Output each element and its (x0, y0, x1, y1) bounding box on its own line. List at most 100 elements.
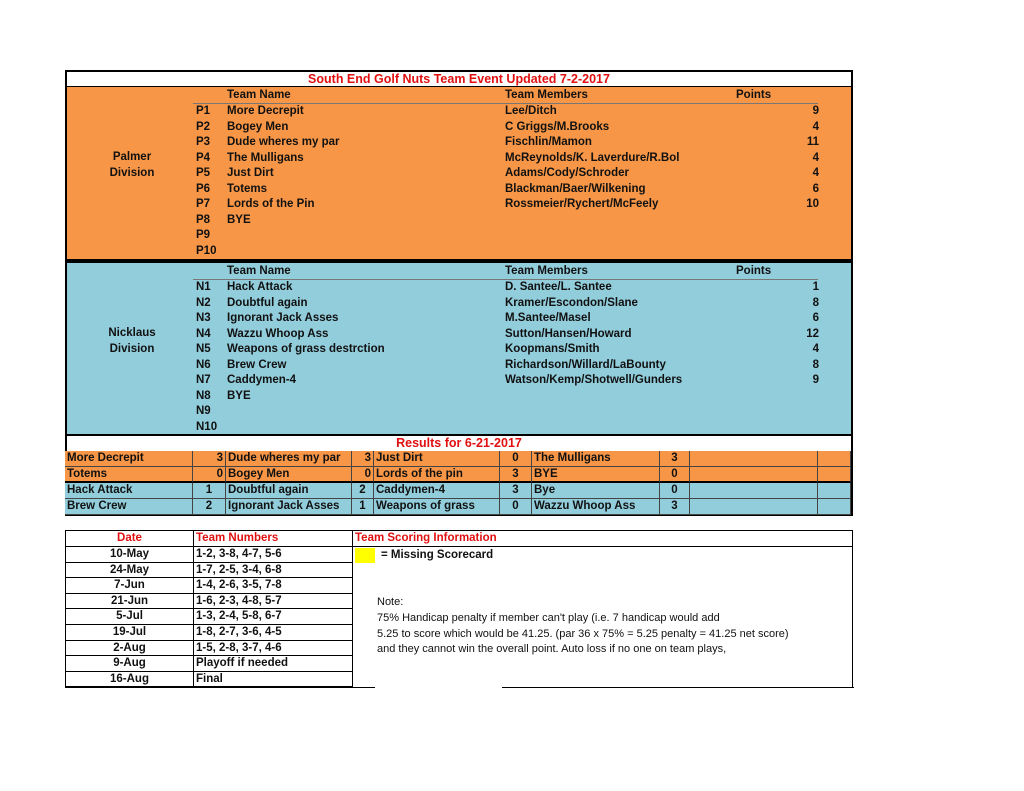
team-points: 6 (812, 182, 819, 195)
result-score: 1 (193, 483, 226, 499)
team-code: N9 (196, 405, 211, 417)
note-line: and they cannot win the overall point. A… (377, 643, 727, 656)
result-team: Lords of the pin (374, 467, 500, 483)
team-name: Caddymen-4 (227, 374, 297, 386)
results-title: Results for 6-21-2017 (65, 434, 853, 452)
team-code: P8 (196, 213, 211, 226)
schedule-date: 9-Aug (66, 656, 194, 672)
team-members: Sutton/Hansen/Howard (505, 327, 632, 340)
team-members: Kramer/Escondon/Slane (505, 296, 638, 309)
scoring-info-header: Team Scoring Information (353, 531, 853, 547)
team-name: The Mulligans (227, 151, 304, 164)
schedule-date: 19-Jul (66, 625, 194, 641)
result-team: BYE (532, 467, 660, 483)
team-members: Blackman/Baer/Wilkening (505, 182, 646, 195)
result-team: Just Dirt (374, 451, 500, 467)
header-underline (193, 279, 818, 280)
result-score: 0 (500, 451, 532, 467)
result-team (690, 467, 818, 483)
result-score: 3 (660, 499, 690, 515)
schedule-date: 2-Aug (66, 640, 194, 657)
schedule-teams: Playoff if needed (194, 656, 353, 672)
team-name: Dude wheres my par (227, 136, 340, 148)
team-members: Richardson/Willard/LaBounty (505, 358, 666, 371)
schedule-teams: 1-3, 2-4, 5-8, 6-7 (194, 609, 353, 625)
division-label: Division (109, 343, 155, 355)
team-points: 10 (806, 198, 819, 210)
result-score: 0 (660, 467, 690, 483)
team-name-header: Team Name (227, 265, 291, 277)
team-code: N5 (196, 343, 211, 355)
team-code: P6 (196, 182, 211, 195)
team-name: Lords of the Pin (227, 198, 315, 210)
schedule-teams: 1-5, 2-8, 3-7, 4-6 (194, 640, 353, 657)
result-score (818, 499, 851, 515)
points-header: Points (736, 89, 772, 101)
team-members: Lee/Ditch (505, 105, 557, 117)
team-points: 8 (812, 296, 819, 309)
result-team (690, 499, 818, 515)
schedule-date: 7-Jun (66, 578, 194, 594)
result-score: 0 (193, 467, 226, 483)
result-score: 1 (352, 499, 374, 515)
result-team: The Mulligans (532, 451, 660, 467)
team-points: 4 (812, 151, 819, 164)
result-team: Caddymen-4 (374, 483, 500, 499)
result-score: 3 (352, 451, 374, 467)
schedule-teams: 1-2, 3-8, 4-7, 5-6 (194, 547, 353, 563)
team-points: 8 (812, 358, 819, 371)
result-team: Totems (65, 467, 193, 483)
team-points: 4 (812, 167, 819, 179)
schedule-teams: 1-7, 2-5, 3-4, 6-8 (194, 562, 353, 579)
team-members-header: Team Members (505, 265, 588, 277)
team-members: Adams/Cody/Schroder (505, 167, 629, 179)
result-team (690, 451, 818, 467)
schedule-date: 5-Jul (66, 609, 194, 625)
team-name: More Decrepit (227, 105, 304, 117)
team-points: 4 (812, 120, 819, 133)
team-code: P10 (196, 244, 217, 257)
division-label: Palmer (112, 151, 152, 163)
schedule-teams: 1-6, 2-3, 4-8, 5-7 (194, 593, 353, 610)
team-points: 9 (812, 374, 819, 386)
result-team: Bogey Men (226, 467, 352, 483)
team-code: P1 (196, 105, 211, 117)
result-team: Brew Crew (65, 499, 193, 515)
result-score (818, 483, 851, 499)
team-code: P9 (196, 229, 211, 241)
team-members: Watson/Kemp/Shotwell/Gunders (505, 374, 683, 386)
team-points: 11 (806, 136, 819, 148)
header-underline (193, 103, 818, 104)
division-divider (65, 259, 853, 264)
results-table: More Decrepit 3 Dude wheres my par 3 Just Di… (65, 451, 853, 516)
team-members: McReynolds/K. Laverdure/R.Bol (505, 151, 680, 164)
team-points: 6 (812, 312, 819, 324)
page-title: South End Golf Nuts Team Event Updated 7… (65, 70, 853, 88)
team-code: N1 (196, 281, 211, 293)
result-score: 3 (193, 451, 226, 467)
team-members: D. Santee/L. Santee (505, 281, 612, 293)
team-code: N3 (196, 312, 211, 324)
result-score: 0 (352, 467, 374, 483)
team-name: BYE (227, 389, 251, 402)
bottom-border (65, 687, 375, 688)
team-points: 9 (812, 105, 819, 117)
team-name: Ignorant Jack Asses (227, 312, 339, 324)
team-numbers-header: Team Numbers (194, 531, 353, 547)
team-points: 4 (812, 343, 819, 355)
team-name: Totems (227, 182, 268, 195)
result-score: 2 (193, 499, 226, 515)
team-members: Koopmans/Smith (505, 343, 600, 355)
schedule-date: 24-May (66, 562, 194, 579)
team-code: N7 (196, 374, 211, 386)
schedule-teams: Final (194, 671, 353, 688)
note-line: 75% Handicap penalty if member can't pla… (377, 612, 720, 624)
result-team: More Decrepit (65, 451, 193, 467)
schedule-date: 10-May (66, 547, 194, 563)
result-team: Hack Attack (65, 483, 193, 499)
schedule-date: 16-Aug (66, 671, 194, 688)
team-members: Rossmeier/Rychert/McFeely (505, 198, 659, 210)
note-line: 5.25 to score which would be 41.25. (par… (377, 627, 789, 640)
result-score (818, 451, 851, 467)
result-team: Dude wheres my par (226, 451, 352, 467)
